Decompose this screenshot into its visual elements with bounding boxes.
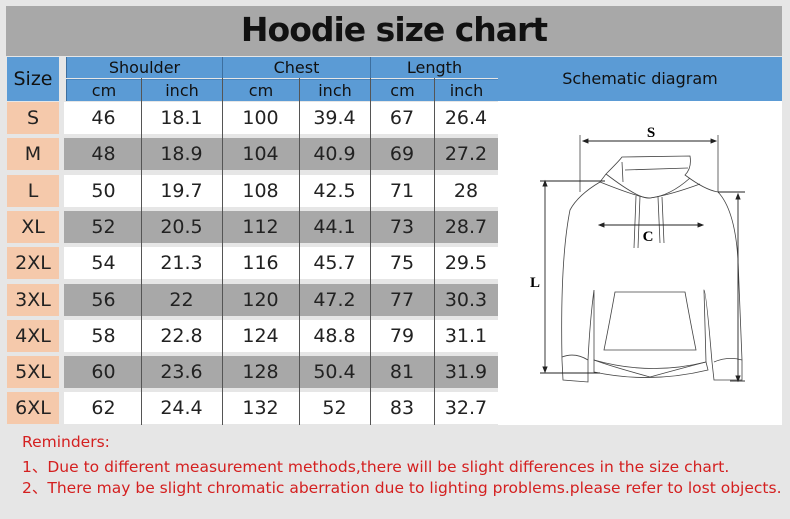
size-cell: 3XL — [7, 283, 59, 316]
value-cell: 71 — [389, 179, 415, 202]
value-cell: 28 — [453, 179, 479, 202]
value-cell: 22.8 — [160, 324, 203, 347]
value-cell: 73 — [389, 215, 415, 238]
table-row — [64, 210, 498, 243]
table-row — [64, 283, 498, 316]
table-row — [64, 174, 498, 207]
value-cell: 108 — [242, 179, 279, 202]
chest-label: C — [643, 229, 654, 245]
value-cell: 45.7 — [313, 252, 356, 275]
hoodie-diagram: S C L — [530, 125, 745, 383]
value-cell: 27.2 — [444, 143, 488, 166]
value-cell: 52 — [91, 215, 116, 238]
value-cell: 79 — [389, 324, 415, 347]
value-cell: 52 — [322, 397, 347, 420]
schematic-header: Schematic diagram — [498, 57, 782, 101]
shoulder-label: S — [647, 125, 655, 141]
size-cell: M — [7, 138, 59, 171]
value-cell: 29.5 — [444, 252, 488, 275]
schematic-panel: S C L — [498, 101, 782, 425]
value-cell: 100 — [242, 107, 279, 129]
value-cell: 39.4 — [313, 107, 356, 129]
unit-header: inch — [434, 79, 498, 101]
value-cell: 40.9 — [313, 143, 356, 166]
column-divider — [299, 78, 300, 425]
value-cell: 54 — [91, 252, 116, 275]
table-row — [64, 102, 498, 134]
value-cell: 22 — [169, 288, 194, 311]
value-cell: 58 — [91, 324, 116, 347]
value-cell: 104 — [242, 143, 279, 166]
group-header-length: Length — [370, 57, 498, 78]
unit-header: inch — [141, 79, 222, 101]
column-divider — [141, 78, 142, 425]
value-cell: 50.4 — [313, 361, 356, 384]
value-cell: 56 — [91, 288, 116, 311]
unit-header: inch — [299, 79, 370, 101]
value-cell: 42.5 — [313, 179, 356, 202]
value-cell: 31.9 — [444, 361, 488, 384]
value-cell: 81 — [389, 361, 415, 384]
value-cell: 23.6 — [160, 361, 203, 384]
value-cell: 62 — [91, 397, 116, 420]
table-row — [64, 319, 498, 352]
value-cell: 69 — [389, 143, 415, 166]
size-cell: 6XL — [7, 392, 59, 425]
table-row — [64, 247, 498, 280]
value-cell: 47.2 — [313, 288, 356, 311]
value-cell: 124 — [242, 324, 279, 347]
column-divider — [370, 78, 371, 425]
value-cell: 44.1 — [313, 215, 356, 238]
value-cell: 24.4 — [160, 397, 203, 420]
size-cell: XL — [7, 210, 59, 243]
column-divider — [222, 78, 223, 425]
unit-header: cm — [370, 79, 434, 101]
value-cell: 18.9 — [160, 143, 203, 166]
size-cell: S — [7, 102, 59, 134]
value-cell: 132 — [242, 397, 279, 420]
table-row — [64, 356, 498, 389]
value-cell: 83 — [389, 397, 415, 420]
page-title: Hoodie size chart — [6, 6, 782, 56]
value-cell: 128 — [242, 361, 279, 384]
size-cell: 2XL — [7, 247, 59, 280]
value-cell: 28.7 — [444, 215, 488, 238]
size-cell: L — [7, 174, 59, 207]
value-cell: 20.5 — [160, 215, 203, 238]
value-cell: 30.3 — [444, 288, 488, 311]
value-cell: 46 — [91, 107, 116, 129]
value-cell: 32.7 — [444, 397, 488, 420]
value-cell: 21.3 — [160, 252, 203, 275]
reminder-item: 1、Due to different measurement methods,t… — [22, 458, 730, 476]
size-cell: 5XL — [7, 356, 59, 389]
value-cell: 60 — [91, 361, 116, 384]
group-header-chest: Chest — [222, 57, 370, 78]
value-cell: 26.4 — [444, 107, 488, 129]
unit-header: cm — [66, 79, 141, 101]
reminders-panel — [6, 427, 782, 518]
table-row — [64, 138, 498, 171]
value-cell: 77 — [389, 288, 415, 311]
value-cell: 67 — [389, 107, 415, 129]
unit-header: cm — [222, 79, 299, 101]
value-cell: 19.7 — [160, 179, 203, 202]
reminders-heading: Reminders: — [22, 433, 110, 451]
group-header-shoulder: Shoulder — [66, 57, 222, 78]
value-cell: 48 — [91, 143, 116, 166]
length-label: L — [530, 275, 540, 291]
size-header: Size — [7, 57, 59, 101]
table-row — [64, 392, 498, 425]
size-cell: 4XL — [7, 319, 59, 352]
value-cell: 112 — [242, 215, 279, 238]
value-cell: 75 — [389, 252, 415, 275]
value-cell: 31.1 — [444, 324, 488, 347]
value-cell: 50 — [91, 179, 116, 202]
value-cell: 48.8 — [313, 324, 356, 347]
reminder-item: 2、There may be slight chromatic aberrati… — [22, 479, 782, 497]
column-divider — [434, 78, 435, 425]
value-cell: 116 — [242, 252, 279, 275]
value-cell: 120 — [242, 288, 279, 311]
value-cell: 18.1 — [160, 107, 203, 129]
